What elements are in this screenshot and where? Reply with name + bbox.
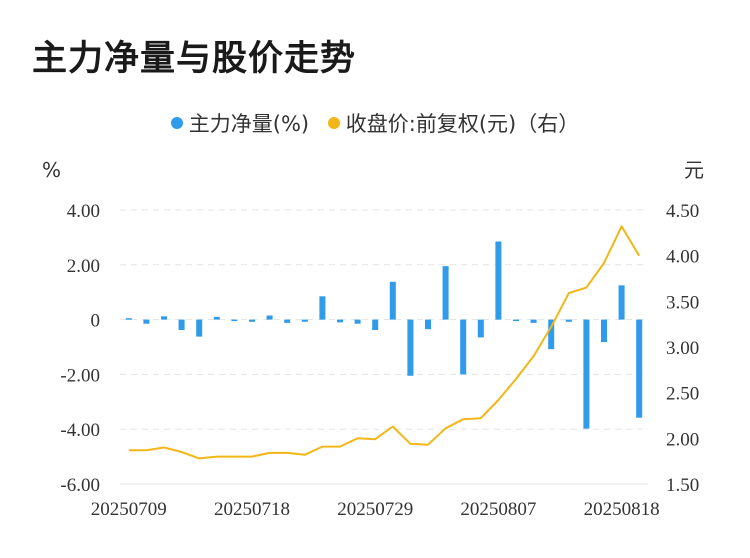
x-tick-label: 20250729: [337, 499, 413, 520]
bar: [565, 319, 572, 322]
bar: [213, 316, 220, 320]
axes: 4.00 2.00 0 -2.00 -4.00 -6.00 4.50 4.00 3.50 3.00…: [42, 158, 704, 520]
right-tick-label: 4.50: [666, 201, 699, 222]
bar: [337, 319, 343, 323]
right-tick-label: 1.50: [666, 475, 699, 496]
bar: [284, 319, 291, 323]
bar: [125, 318, 132, 320]
right-tick-label: 3.00: [666, 338, 699, 359]
right-tick-label: 3.50: [666, 292, 699, 313]
legend: 主力净量(%) 收盘价:前复权(元)（右）: [0, 108, 750, 138]
bar-series: [125, 241, 643, 429]
legend-item-net-volume[interactable]: 主力净量(%): [170, 108, 310, 138]
left-tick-label: 0: [91, 311, 101, 332]
bar: [530, 319, 537, 323]
left-tick-label: -2.00: [60, 365, 100, 386]
bar: [143, 319, 150, 324]
bar: [319, 296, 326, 320]
x-tick-label: 20250718: [214, 499, 290, 520]
line-series: [128, 225, 641, 460]
bar: [178, 319, 185, 331]
bar: [372, 319, 379, 331]
left-tick-label: 2.00: [67, 256, 100, 277]
bar: [407, 319, 414, 376]
legend-label: 收盘价:前复权(元)（右）: [345, 112, 580, 136]
bar: [389, 281, 396, 320]
legend-item-close-price[interactable]: 收盘价:前复权(元)（右）: [327, 108, 580, 138]
bar: [460, 319, 467, 375]
right-axis-unit: 元: [684, 158, 704, 182]
left-tick-label: 4.00: [67, 201, 100, 222]
left-tick-label: -6.00: [60, 475, 100, 496]
bar: [513, 319, 519, 322]
bar: [231, 319, 238, 322]
bar: [161, 316, 167, 320]
x-tick-label: 20250709: [91, 499, 167, 520]
left-tick-label: -4.00: [60, 420, 100, 441]
legend-dot-icon: [327, 117, 340, 129]
bar: [636, 319, 643, 418]
bar: [249, 319, 255, 322]
bar: [354, 319, 361, 324]
grid: [120, 209, 648, 485]
bar: [601, 319, 607, 343]
bar: [477, 319, 484, 338]
bar: [495, 241, 502, 320]
bar: [442, 266, 449, 320]
x-tick-label: 20250818: [584, 499, 660, 520]
right-tick-label: 2.00: [666, 429, 699, 450]
price-line: [128, 225, 641, 460]
bar: [266, 315, 273, 320]
chart-title: 主力净量与股价走势: [32, 39, 357, 79]
bar: [196, 319, 203, 337]
bar: [301, 319, 308, 322]
legend-label: 主力净量(%): [188, 112, 310, 136]
legend-dot-icon: [170, 117, 183, 129]
x-tick-label: 20250807: [460, 499, 536, 520]
bar: [548, 319, 555, 350]
left-axis-unit: %: [42, 158, 61, 182]
bar: [425, 319, 431, 330]
bar: [618, 285, 625, 320]
right-tick-label: 2.50: [666, 384, 699, 405]
right-tick-label: 4.00: [666, 247, 699, 268]
bar: [583, 319, 590, 429]
